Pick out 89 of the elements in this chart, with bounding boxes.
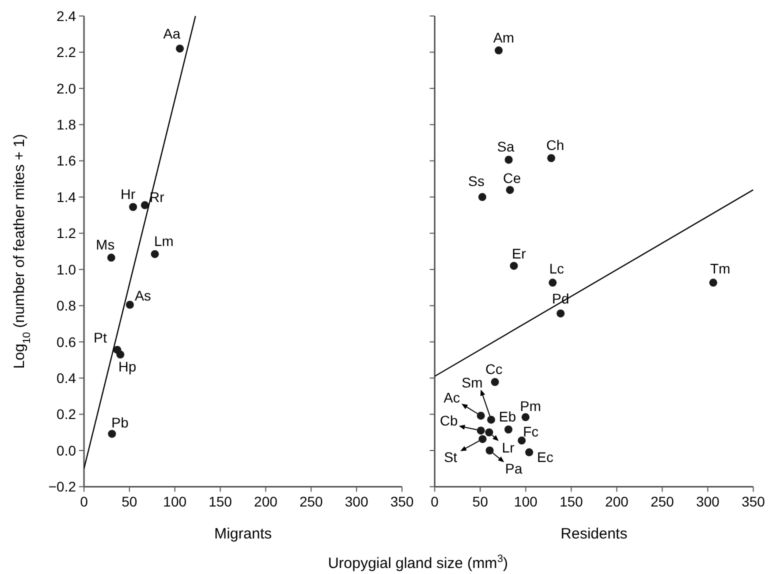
annotation: Ac — [444, 390, 460, 406]
point — [504, 425, 512, 434]
point — [510, 262, 518, 270]
point — [556, 309, 565, 318]
point — [547, 154, 556, 162]
annotation: Sm — [462, 374, 483, 391]
x-tick-label: 250 — [650, 494, 674, 510]
x-tick-label: 250 — [299, 494, 324, 510]
annotation: Tm — [710, 260, 730, 277]
x-tick-label: 100 — [163, 494, 187, 510]
point — [522, 413, 530, 422]
x-tick-label: 350 — [390, 494, 414, 510]
annotation: Er — [512, 246, 526, 262]
point — [478, 193, 486, 202]
x-tick-label: 0 — [430, 494, 439, 510]
point — [490, 378, 499, 386]
point — [116, 350, 124, 359]
x-tick-label: 0 — [80, 494, 88, 510]
annotation: Ms — [96, 236, 115, 253]
point — [709, 278, 718, 287]
point — [476, 426, 485, 435]
point — [506, 186, 514, 194]
annotation: Lm — [154, 232, 174, 249]
annotation: Am — [493, 29, 514, 46]
y-tick-label: 1.6 — [56, 152, 76, 169]
point — [525, 448, 534, 456]
point — [176, 44, 184, 53]
y-tick-label: 2.0 — [56, 80, 76, 96]
annotation: Lc — [549, 260, 564, 277]
x-tick-label: 100 — [514, 494, 538, 510]
text: Uropygial gland size (mm$^{3}$) — [328, 553, 508, 572]
x-axis-title: Residents — [560, 526, 628, 543]
annotation: Hp — [118, 358, 136, 374]
x-tick-label: 300 — [344, 494, 368, 510]
annotation: Ce — [503, 170, 522, 186]
annotation: Ec — [537, 449, 554, 466]
annotation: As — [134, 288, 152, 304]
y-tick-label: 1.4 — [56, 188, 76, 205]
annotation: St — [444, 448, 458, 465]
annotation: Cc — [485, 360, 503, 377]
point — [150, 250, 159, 258]
annotation: Aa — [163, 25, 181, 42]
point — [518, 436, 526, 445]
point — [478, 435, 487, 444]
point — [476, 412, 485, 420]
annotation: Cb — [440, 412, 458, 428]
point — [485, 428, 494, 436]
y-tick-label: 1.8 — [56, 116, 76, 133]
x-tick-label: 300 — [696, 494, 720, 510]
point — [140, 201, 149, 210]
point — [548, 278, 557, 287]
x-tick-label: 50 — [472, 494, 488, 510]
annotation: Pt — [94, 330, 107, 346]
annotation: Ss — [468, 172, 484, 189]
point — [107, 254, 116, 262]
x-tick-label: 200 — [605, 494, 629, 510]
annotation: Eb — [498, 408, 516, 424]
point — [494, 46, 503, 54]
annotation: Lr — [502, 439, 515, 456]
x-tick-label: 150 — [560, 494, 584, 510]
x-axis-title: Migrants — [214, 526, 272, 543]
annotation: Ch — [546, 137, 564, 154]
y-tick-label: 2.4 — [56, 8, 76, 24]
y-tick-label: 0.0 — [56, 442, 76, 458]
y-tick-label: 1.2 — [56, 225, 76, 242]
y-tick-label: −0.2 — [48, 478, 76, 495]
annotation: Pm — [520, 398, 542, 414]
annotation: Sa — [497, 138, 514, 155]
y-tick-label: 1.0 — [56, 261, 76, 278]
annotation: Pb — [111, 414, 129, 431]
annotation: Pd — [552, 290, 570, 306]
annotation: Fc — [522, 423, 539, 440]
point — [126, 300, 134, 309]
point — [487, 416, 496, 424]
point — [108, 430, 116, 438]
y-tick-label: 0.4 — [56, 370, 76, 386]
y-tick-label: 0.8 — [56, 298, 76, 314]
point — [504, 156, 513, 164]
annotation: Hr — [120, 186, 136, 202]
y-tick-label: 0.6 — [56, 334, 76, 350]
x-tick-label: 50 — [122, 494, 138, 510]
y-tick-label: 0.2 — [56, 406, 76, 422]
x-tick-label: 200 — [254, 494, 278, 510]
point — [129, 202, 138, 211]
x-tick-label: 150 — [208, 494, 232, 510]
x-tick-label: 350 — [742, 494, 766, 510]
y-tick-label: 2.2 — [56, 44, 76, 60]
annotation: Pa — [505, 460, 522, 476]
point — [486, 446, 494, 454]
